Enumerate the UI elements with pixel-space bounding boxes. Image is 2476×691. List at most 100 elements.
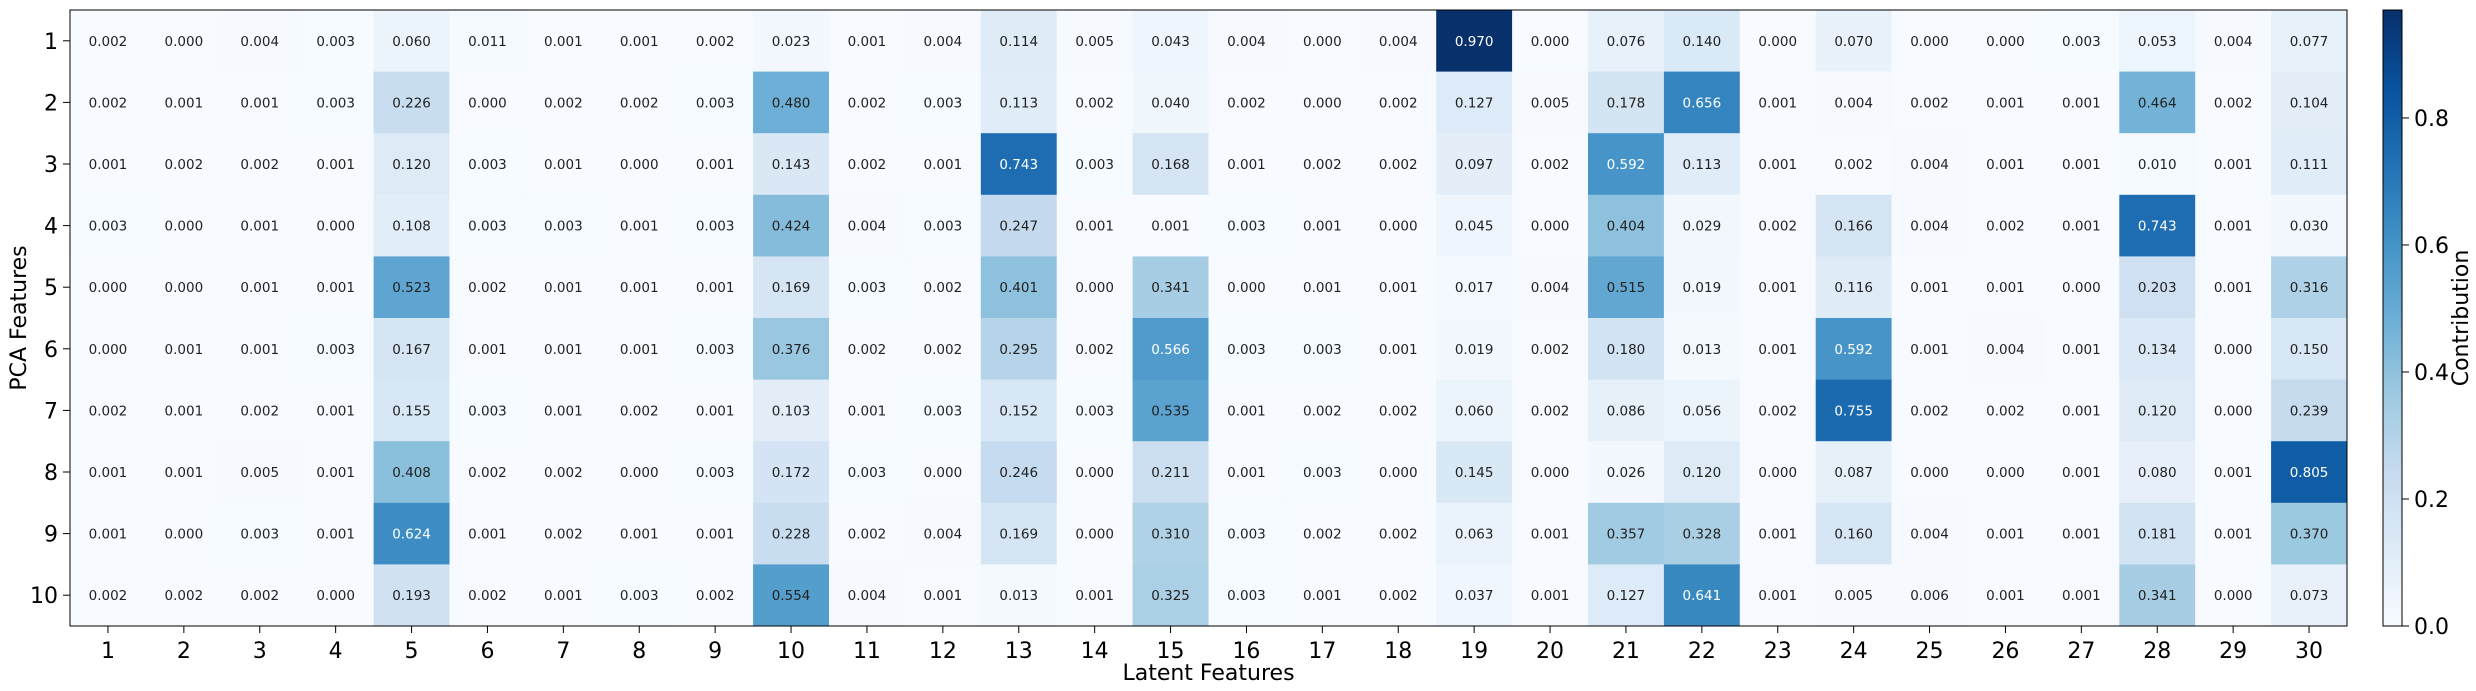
- heatmap-cell-value: 0.001: [2214, 465, 2253, 481]
- heatmap-cell-value: 0.002: [165, 157, 204, 173]
- heatmap-cell-value: 0.097: [1455, 157, 1494, 173]
- heatmap-cell: [2119, 256, 2196, 319]
- heatmap-cell-value: 0.295: [999, 342, 1038, 358]
- heatmap-cell-value: 0.004: [2214, 34, 2253, 50]
- heatmap-cell: [373, 379, 450, 442]
- heatmap-cell: [449, 379, 526, 442]
- heatmap-cell: [2195, 256, 2272, 319]
- heatmap-cell: [373, 502, 450, 565]
- heatmap-cell-value: 0.002: [240, 157, 279, 173]
- heatmap-cell: [2271, 502, 2348, 565]
- heatmap-cell: [525, 564, 602, 627]
- heatmap-cell: [2195, 379, 2272, 442]
- heatmap-cell: [1815, 194, 1893, 257]
- colorbar-title: Contribution: [2449, 250, 2474, 387]
- heatmap-cell-value: 0.001: [165, 465, 204, 481]
- heatmap-cell: [1436, 194, 1513, 257]
- heatmap-cell: [677, 379, 754, 442]
- x-tick-label: 2: [177, 639, 191, 664]
- colorbar-tick-label: 0.6: [2414, 234, 2449, 259]
- heatmap-cell: [1056, 71, 1134, 134]
- heatmap-cell: [2119, 379, 2196, 442]
- heatmap-cell-value: 0.000: [165, 219, 204, 235]
- heatmap-cell: [1132, 441, 1209, 504]
- heatmap-cell: [70, 441, 147, 504]
- y-tick-label: 4: [44, 215, 58, 240]
- heatmap-cell: [525, 256, 602, 319]
- heatmap-cell-value: 0.070: [1834, 34, 1873, 50]
- heatmap-cell-value: 0.167: [392, 342, 431, 358]
- heatmap-cell: [1360, 318, 1437, 381]
- heatmap-cell: [1891, 379, 1968, 442]
- heatmap-cell: [1663, 133, 1741, 196]
- heatmap-cell-value: 0.045: [1455, 219, 1494, 235]
- heatmap-cell: [221, 133, 299, 196]
- heatmap-cell: [601, 564, 678, 627]
- heatmap-cell-value: 0.325: [1151, 588, 1190, 604]
- x-tick-label: 9: [708, 639, 722, 664]
- heatmap-cell: [1967, 564, 2044, 627]
- heatmap-cell-value: 0.001: [240, 342, 279, 358]
- x-tick-label: 27: [2067, 639, 2095, 664]
- heatmap-cell-value: 0.001: [2062, 157, 2101, 173]
- heatmap-cell-value: 0.001: [2062, 588, 2101, 604]
- heatmap-cell: [1208, 194, 1285, 257]
- heatmap-cell: [2119, 564, 2196, 627]
- y-tick-label: 9: [44, 523, 58, 548]
- heatmap-cell-value: 0.515: [1607, 280, 1646, 296]
- heatmap-cell: [1208, 379, 1285, 442]
- heatmap-cell: [1588, 318, 1665, 381]
- heatmap-cell: [904, 318, 982, 381]
- heatmap-cell-value: 0.004: [924, 527, 963, 543]
- heatmap-cell-value: 0.000: [924, 465, 963, 481]
- heatmap-cell: [221, 379, 299, 442]
- heatmap-cell: [1967, 10, 2044, 73]
- heatmap-cell: [1436, 379, 1513, 442]
- heatmap-cell-value: 0.001: [2214, 280, 2253, 296]
- heatmap-cell-value: 0.001: [544, 157, 583, 173]
- heatmap-cell: [1588, 441, 1665, 504]
- heatmap-cell-value: 0.113: [999, 95, 1038, 111]
- heatmap-cell-value: 0.480: [772, 95, 811, 111]
- heatmap-cell: [1512, 502, 1589, 565]
- heatmap-cell: [677, 441, 754, 504]
- heatmap-cell-value: 0.002: [848, 527, 887, 543]
- heatmap-cell: [1436, 71, 1513, 134]
- heatmap-cell-value: 0.001: [1531, 588, 1570, 604]
- heatmap-cell: [980, 564, 1058, 627]
- heatmap-cell-value: 0.001: [1758, 527, 1797, 543]
- heatmap-cell-value: 0.002: [89, 34, 128, 50]
- heatmap-cell: [1360, 502, 1437, 565]
- heatmap-cell-value: 0.002: [1531, 342, 1570, 358]
- heatmap-cell: [1967, 502, 2044, 565]
- heatmap-cell: [145, 194, 223, 257]
- heatmap-cell-value: 0.087: [1834, 465, 1873, 481]
- heatmap-cell: [1739, 256, 1817, 319]
- heatmap-cell-value: 0.226: [392, 95, 431, 111]
- heatmap-cell-value: 0.001: [240, 219, 279, 235]
- heatmap-cell-value: 0.145: [1455, 465, 1494, 481]
- heatmap-cell-value: 0.169: [772, 280, 811, 296]
- heatmap-cell: [297, 10, 375, 73]
- heatmap-cell: [2271, 10, 2348, 73]
- x-tick-label: 23: [1764, 639, 1792, 664]
- heatmap-cell: [2043, 71, 2120, 134]
- heatmap-cell: [1056, 502, 1134, 565]
- heatmap-cell-value: 0.127: [1607, 588, 1646, 604]
- x-tick-label: 17: [1308, 639, 1336, 664]
- y-tick-label: 1: [44, 30, 58, 55]
- heatmap-cell: [1132, 564, 1209, 627]
- heatmap-cell: [1739, 441, 1817, 504]
- heatmap-cell: [449, 71, 526, 134]
- heatmap-cell: [1588, 379, 1665, 442]
- heatmap-cell: [829, 71, 906, 134]
- heatmap-cell: [1208, 441, 1285, 504]
- colorbar-tick-label: 0.2: [2414, 488, 2449, 513]
- heatmap-cell-value: 0.000: [316, 219, 355, 235]
- heatmap-cell: [753, 133, 830, 196]
- heatmap-cell: [980, 318, 1058, 381]
- heatmap-cell-value: 0.001: [240, 280, 279, 296]
- heatmap-cell-value: 0.001: [89, 527, 128, 543]
- heatmap-cell-value: 0.341: [1151, 280, 1190, 296]
- heatmap-cell-value: 0.002: [89, 403, 128, 419]
